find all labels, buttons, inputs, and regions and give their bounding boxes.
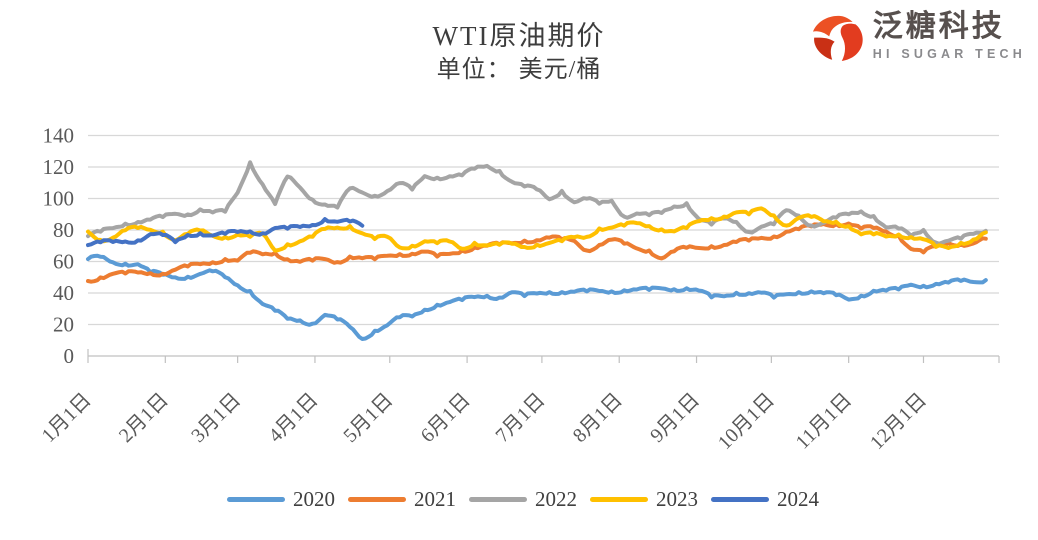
x-axis-tick-label: 4月1日 [265,389,323,447]
x-axis-tick-label: 6月1日 [417,389,475,447]
series-line-2023 [86,206,988,253]
x-axis-tick-label: 3月1日 [187,389,245,447]
legend-item-2020: 2020 [227,487,335,512]
y-axis-tick-label: 80 [53,218,74,242]
legend-item-2022: 2022 [469,487,577,512]
y-axis-tick-label: 120 [43,155,75,179]
legend-label: 2022 [535,487,577,511]
x-axis-tick-label: 8月1日 [569,389,627,447]
series-line-2022 [86,160,988,246]
legend-swatch-2022 [469,497,527,502]
legend-label: 2024 [777,487,819,511]
legend-swatch-2020 [227,497,285,502]
x-axis-tick-label: 10月1日 [714,389,779,454]
series-line-2020 [86,253,988,341]
y-axis-tick-label: 100 [43,187,75,211]
legend-swatch-2024 [711,497,769,502]
brand-name-en: HI SUGAR TECH [872,47,1026,61]
y-axis-tick-label: 140 [43,124,75,148]
chart-subtitle: 单位： 美元/桶 [436,57,602,83]
x-axis-tick-label: 11月1日 [792,389,857,454]
y-axis-tick-label: 20 [53,313,74,337]
series-line-2024 [86,217,365,248]
y-axis-tick-label: 0 [64,344,75,368]
legend-label: 2021 [414,487,456,511]
chart-title: WTI原油期价 [432,21,606,51]
x-axis-tick-label: 5月1日 [339,389,397,447]
legend-item-2024: 2024 [711,487,819,512]
brand-logo: 泛糖科技 HI SUGAR TECH [807,10,1026,64]
x-axis-tick-label: 7月1日 [491,389,549,447]
legend-swatch-2023 [590,497,648,502]
brand-text: 泛糖科技 HI SUGAR TECH [873,10,1026,61]
brand-name-cn: 泛糖科技 [872,10,1005,43]
brand-swirl-icon [812,15,863,61]
y-axis-tick-label: 40 [53,281,74,305]
x-axis-tick-label: 2月1日 [115,389,173,447]
x-axis-tick-label: 9月1日 [646,389,704,447]
legend-swatch-2021 [348,497,406,502]
y-axis-tick-label: 60 [53,250,74,274]
legend-item-2023: 2023 [590,487,698,512]
legend-item-2021: 2021 [348,487,456,512]
x-axis-tick-label: 1月1日 [38,389,96,447]
legend-label: 2020 [293,487,335,511]
x-axis-tick-label: 12月1日 [866,389,931,454]
chart-legend: 2020 2021 2022 2023 2024 [4,487,1038,512]
legend-label: 2023 [656,487,698,511]
